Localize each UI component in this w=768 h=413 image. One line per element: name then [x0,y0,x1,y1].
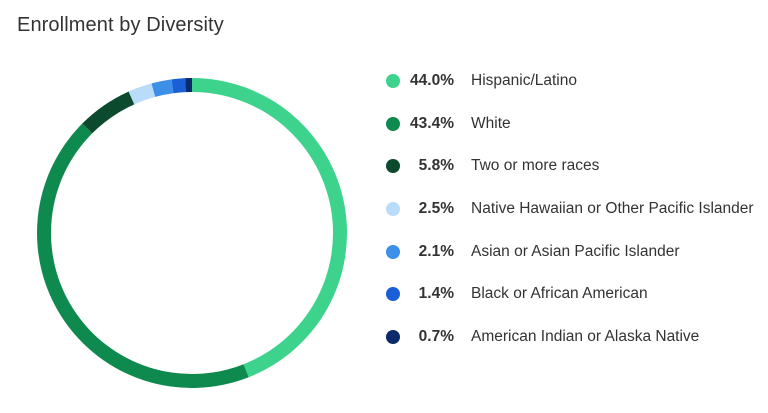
legend-label: Hispanic/Latino [471,72,577,89]
legend-item-white[interactable]: 43.4% White [386,110,754,138]
legend-swatch [386,159,400,174]
legend-item-american-indian-or-alaska-native[interactable]: 0.7% American Indian or Alaska Native [386,323,754,351]
legend-label: White [471,114,511,132]
legend-label: Asian or Asian Pacific Islander [471,242,680,260]
donut-slice-native-hawaiian-or-other-pacific-islander[interactable] [128,83,156,105]
legend-label: American Indian or Alaska Native [471,328,700,346]
legend-item-asian-or-asian-pacific-islander[interactable]: 2.1% Asian or Asian Pacific Islander [386,238,754,266]
legend-percent: 2.1% [418,242,454,260]
legend-label: Native Hawaiian or Other Pacific Islande… [471,200,754,218]
donut-slice-american-indian-or-alaska-native[interactable] [185,78,192,93]
legend-item-black-or-african-american[interactable]: 1.4% Black or African American [386,280,754,308]
legend-swatch [386,202,400,217]
legend-swatch [386,330,400,345]
legend-item-native-hawaiian-or-other-pacific-islander[interactable]: 2.5% Native Hawaiian or Other Pacific Isl… [386,195,754,223]
legend-percent: 43.4% [410,114,454,132]
legend-percent: 0.7% [418,328,454,346]
legend-swatch [386,244,400,259]
legend-swatch [386,116,400,131]
legend-item-two-or-more-races[interactable]: 5.8% Two or more races [386,152,754,180]
legend-percent: 44.0% [410,72,454,89]
legend-item-hispanic-latino[interactable]: 44.0% Hispanic/Latino [386,67,754,95]
legend-label: Two or more races [471,157,600,175]
legend-swatch [386,74,400,88]
donut-slice-hispanic-latino[interactable] [192,78,348,378]
legend-swatch [386,287,400,302]
chart-title: Enrollment by Diversity [17,14,224,36]
legend-percent: 2.5% [418,200,454,218]
donut-slice-black-or-african-american[interactable] [171,78,186,94]
chart-legend: 44.0% Hispanic/Latino 43.4% White 5.8% Two or… [386,67,754,366]
donut-slice-two-or-more-races[interactable] [82,91,135,134]
legend-percent: 5.8% [418,157,454,175]
donut-slice-white[interactable] [37,123,249,388]
legend-label: Black or African American [471,285,648,303]
donut-slice-asian-or-asian-pacific-islander[interactable] [151,79,174,97]
legend-percent: 1.4% [418,285,454,303]
donut-slices [37,78,348,388]
